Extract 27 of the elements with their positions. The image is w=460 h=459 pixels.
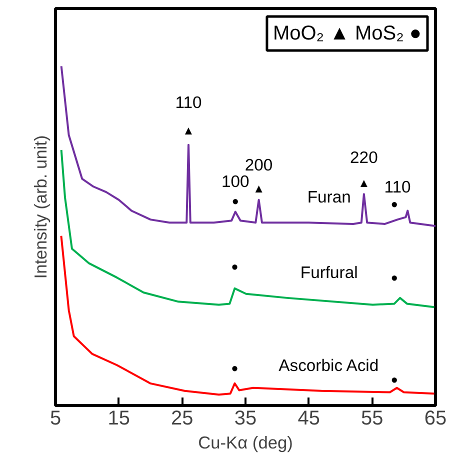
annotation: 110 xyxy=(175,93,202,112)
annotation: ▲ xyxy=(182,124,194,138)
annotation: ● xyxy=(231,361,238,376)
x-tick-label: 35 xyxy=(234,408,257,430)
annotation: ▲ xyxy=(252,182,265,196)
annotation: 220 xyxy=(350,148,378,168)
annotation: 200 xyxy=(244,156,273,175)
annotation: ● xyxy=(390,270,398,285)
y-axis-title: Intensity (arb. unit) xyxy=(30,135,50,279)
text: MoO₂ ▲ MoS₂ ● xyxy=(272,22,422,44)
x-tick-label: 5 xyxy=(50,408,62,430)
annotation: ● xyxy=(390,196,398,211)
series-label: Furfural xyxy=(300,263,358,282)
annotation: ▲ xyxy=(358,176,370,190)
x-tick-label: 55 xyxy=(361,408,384,430)
x-axis-title: Cu-Kα (deg) xyxy=(198,432,293,452)
x-tick-label: 25 xyxy=(171,408,194,430)
x-tick-label: 15 xyxy=(108,408,130,430)
annotation: ● xyxy=(231,259,238,274)
x-tick-label: 65 xyxy=(424,408,447,430)
annotation: 100 xyxy=(221,172,250,192)
annotation: ● xyxy=(232,194,239,208)
annotation: ● xyxy=(390,372,398,386)
annotation: 110 xyxy=(384,178,411,197)
series-label: Ascorbic Acid xyxy=(278,356,379,376)
series-label: Furan xyxy=(307,188,351,207)
x-tick-label: 45 xyxy=(298,408,320,430)
